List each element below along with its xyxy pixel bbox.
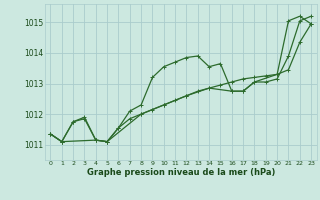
X-axis label: Graphe pression niveau de la mer (hPa): Graphe pression niveau de la mer (hPa)	[87, 168, 275, 177]
